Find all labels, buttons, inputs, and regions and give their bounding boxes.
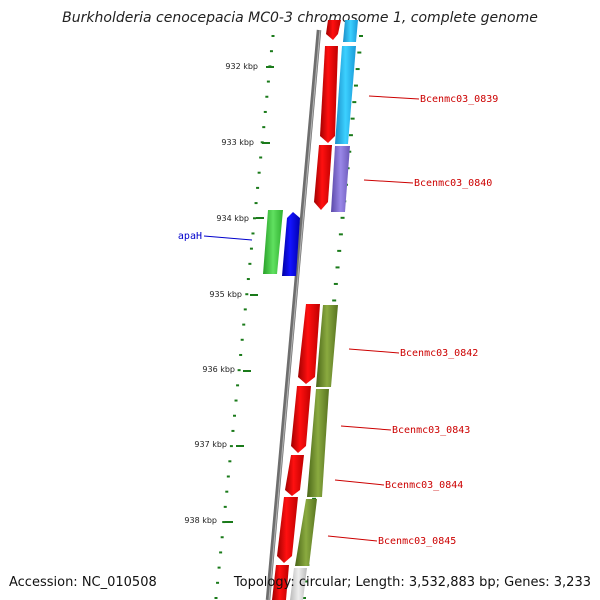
gene-labels: Bcenmc03_0839 Bcenmc03_0840 apaH Bcenmc0… xyxy=(178,94,498,547)
cds-bcenmc03-0843[interactable] xyxy=(291,386,311,453)
cog-bar-bcenmc03-0845 xyxy=(295,499,317,566)
cds-bcenmc03-0845[interactable] xyxy=(277,497,298,563)
label-bcenmc03-0840[interactable]: Bcenmc03_0840 xyxy=(414,178,492,189)
leader-bcenmc03-0843 xyxy=(340,425,392,431)
cds-bcenmc03-0839[interactable] xyxy=(320,46,338,143)
accession-text: Accession: NC_010508 xyxy=(9,575,157,590)
leader-bcenmc03-0842 xyxy=(348,348,400,354)
cds-bottom-partial[interactable] xyxy=(272,565,289,600)
tick-label-934kbp: 934 kbp xyxy=(216,214,249,223)
cds-apah[interactable] xyxy=(282,212,300,276)
label-bcenmc03-0844[interactable]: Bcenmc03_0844 xyxy=(385,480,463,491)
label-bcenmc03-0842[interactable]: Bcenmc03_0842 xyxy=(400,348,478,359)
tick-label-936kbp: 936 kbp xyxy=(202,365,235,374)
chromosome-backbone-highlight xyxy=(268,29,321,600)
tick-label-935kbp: 935 kbp xyxy=(209,290,242,299)
cds-top-partial[interactable] xyxy=(326,20,341,40)
genome-summary-text: Topology: circular; Length: 3,532,883 bp… xyxy=(233,575,591,590)
cog-bar-bottom xyxy=(290,568,307,600)
reverse-strand-cds xyxy=(263,210,300,276)
leader-bcenmc03-0845 xyxy=(327,535,378,542)
cog-bar-bcenmc03-0842 xyxy=(316,305,338,387)
label-bcenmc03-0845[interactable]: Bcenmc03_0845 xyxy=(378,536,456,547)
tick-label-937kbp: 937 kbp xyxy=(194,440,227,449)
leader-bcenmc03-0840 xyxy=(363,179,414,184)
cog-bar-bcenmc03-0839 xyxy=(335,46,356,144)
tick-label-933kbp: 933 kbp xyxy=(221,138,254,147)
map-title: Burkholderia cenocepacia MC0-3 chromosom… xyxy=(62,10,538,26)
leader-bcenmc03-0844 xyxy=(334,479,385,486)
leader-apah xyxy=(203,235,253,241)
scale-ticks: 932 kbp 933 kbp 934 kbp 935 kbp 936 kbp … xyxy=(184,62,274,525)
tick-label-938kbp: 938 kbp xyxy=(184,516,217,525)
cds-bcenmc03-0844[interactable] xyxy=(285,455,304,496)
cog-category-ring xyxy=(290,20,358,600)
forward-strand-cds xyxy=(272,20,341,600)
cds-bcenmc03-0840[interactable] xyxy=(314,145,332,210)
cog-bar-bcenmc03-0843 xyxy=(307,389,329,497)
cog-bar-top xyxy=(343,20,358,42)
cds-bcenmc03-0842[interactable] xyxy=(298,304,320,384)
tick-label-932kbp: 932 kbp xyxy=(225,62,258,71)
label-bcenmc03-0843[interactable]: Bcenmc03_0843 xyxy=(392,425,470,436)
cog-bar-bcenmc03-0840 xyxy=(331,146,350,212)
label-bcenmc03-0839[interactable]: Bcenmc03_0839 xyxy=(420,94,498,105)
inner-scale-dots xyxy=(214,35,275,599)
cog-bar-apah xyxy=(263,210,283,274)
chromosome-backbone xyxy=(265,29,322,600)
label-apah[interactable]: apaH xyxy=(178,231,202,242)
leader-bcenmc03-0839 xyxy=(368,95,420,100)
